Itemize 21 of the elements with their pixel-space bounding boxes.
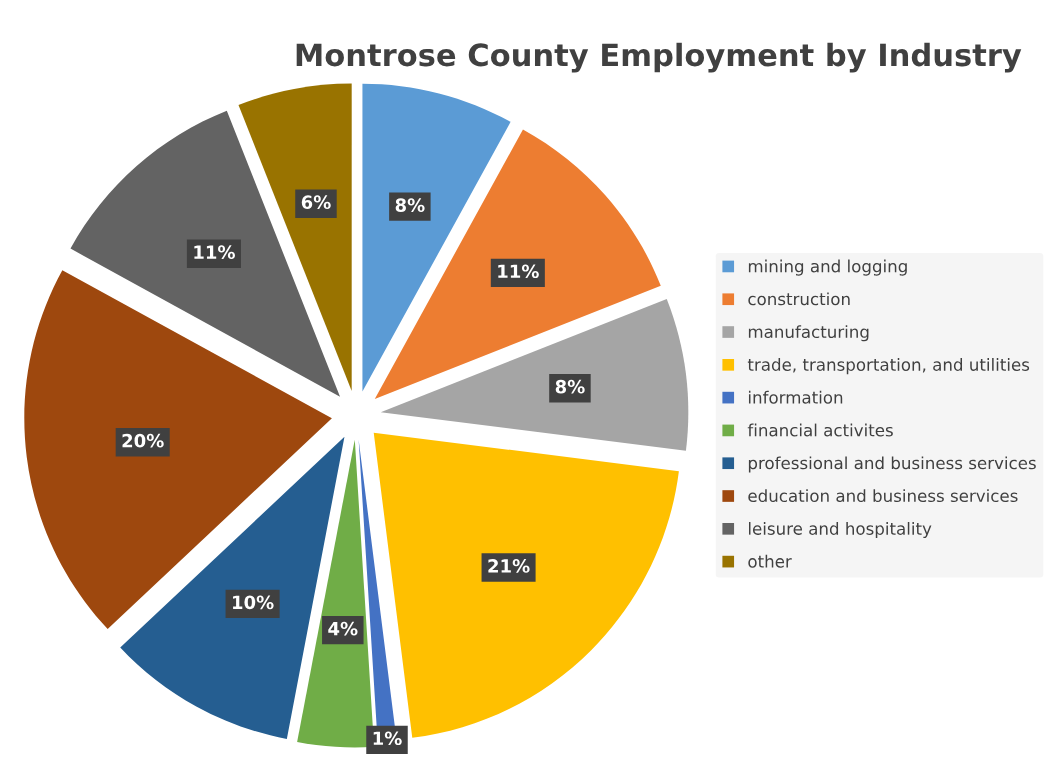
data-label: 4% [328, 621, 358, 636]
legend-label: education and business services [748, 489, 1018, 503]
data-label: 1% [373, 731, 402, 746]
data-label: 10% [233, 595, 274, 610]
data-label: 8% [395, 198, 425, 212]
legend-label: information [748, 390, 843, 404]
legend-label: professional and business services [748, 456, 1036, 473]
chart-title: Montrose County Employment by Industry [296, 42, 1022, 73]
data-label: 11% [194, 245, 235, 259]
legend-label: other [748, 554, 792, 568]
data-label: 21% [488, 559, 530, 573]
data-label: 6% [301, 195, 331, 209]
legend-label: construction [748, 292, 850, 306]
legend-label: leisure and hospitality [748, 521, 932, 539]
legend-label: mining and logging [748, 259, 907, 276]
legend-label: financial activites [747, 423, 893, 437]
legend-label: manufacturing [748, 325, 869, 342]
data-label: 8% [555, 379, 585, 394]
data-label: 11% [498, 264, 539, 279]
legend-label: trade, transportation, and utilities [747, 358, 1030, 375]
data-label: 20% [122, 433, 164, 448]
